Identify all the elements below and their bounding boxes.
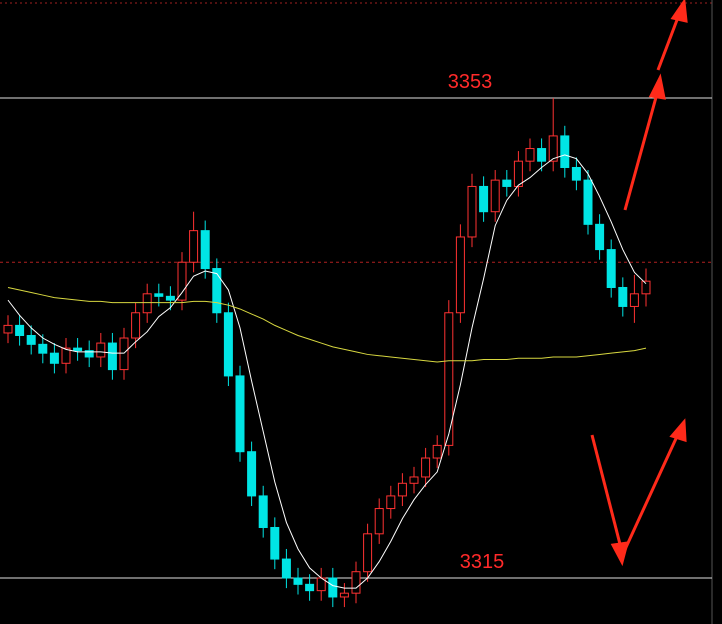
candle-body bbox=[84, 350, 94, 358]
candle-body bbox=[293, 577, 303, 585]
candle-body bbox=[537, 148, 547, 162]
candle-body bbox=[165, 295, 175, 301]
candle-body bbox=[421, 457, 431, 478]
candle-body bbox=[142, 293, 152, 314]
candle-body bbox=[270, 526, 280, 560]
candle-body bbox=[641, 280, 651, 295]
arrow-head bbox=[648, 73, 666, 100]
candle-body bbox=[560, 135, 570, 168]
arrow-head bbox=[669, 418, 687, 443]
moving-average-line bbox=[7, 287, 647, 363]
candle-body bbox=[305, 583, 315, 592]
candle-body bbox=[595, 223, 605, 251]
candle-body bbox=[154, 293, 164, 297]
candle-body bbox=[397, 482, 407, 497]
candle-body bbox=[107, 342, 117, 371]
candle-body bbox=[606, 249, 616, 288]
candle-body bbox=[618, 286, 628, 307]
candle-body bbox=[131, 312, 141, 339]
candle-body bbox=[177, 261, 187, 301]
candle-body bbox=[49, 352, 59, 364]
candle-body bbox=[26, 334, 36, 345]
candle-body bbox=[200, 230, 210, 270]
arrow bbox=[590, 434, 624, 553]
candle-body bbox=[3, 324, 13, 334]
candle-body bbox=[432, 444, 442, 459]
candle-body bbox=[548, 135, 558, 162]
arrows bbox=[590, 0, 688, 567]
candle-body bbox=[61, 347, 71, 364]
candle-body bbox=[583, 179, 593, 225]
arrow bbox=[620, 431, 681, 557]
candle-body bbox=[409, 476, 419, 484]
candle-body bbox=[189, 230, 199, 263]
candle-body bbox=[235, 375, 245, 453]
candle-body bbox=[571, 166, 581, 181]
candle-body bbox=[629, 293, 639, 307]
candle-body bbox=[525, 148, 535, 162]
candle-body bbox=[479, 185, 489, 213]
candle-body bbox=[247, 451, 257, 497]
candle-body bbox=[339, 592, 349, 598]
candle-body bbox=[281, 558, 291, 579]
candle-body bbox=[502, 179, 512, 187]
plot: 3353 3315 bbox=[0, 71, 712, 608]
candle-body bbox=[258, 495, 268, 528]
candle-body bbox=[328, 577, 338, 598]
candle-body bbox=[212, 268, 222, 314]
candle-body bbox=[374, 508, 384, 535]
candle-body bbox=[38, 343, 48, 354]
candle-body bbox=[119, 337, 129, 371]
candle-body bbox=[351, 571, 361, 594]
candle-body bbox=[96, 342, 106, 358]
candle-body bbox=[490, 179, 500, 213]
level-label: 3353 bbox=[448, 71, 493, 93]
moving-average-line bbox=[7, 154, 647, 589]
candle-body bbox=[363, 533, 373, 573]
candle-body bbox=[73, 347, 83, 352]
level-label: 3315 bbox=[460, 551, 505, 573]
candle-body bbox=[513, 160, 523, 187]
candle-body bbox=[223, 312, 233, 377]
candle-body bbox=[467, 185, 477, 238]
arrow bbox=[623, 89, 660, 211]
arrow-head bbox=[670, 0, 688, 23]
candle-body bbox=[455, 236, 465, 314]
candle-body bbox=[15, 324, 25, 336]
candle-body bbox=[444, 312, 454, 446]
arrow bbox=[656, 11, 682, 71]
arrow-head bbox=[610, 541, 630, 567]
candle-body bbox=[386, 495, 396, 510]
